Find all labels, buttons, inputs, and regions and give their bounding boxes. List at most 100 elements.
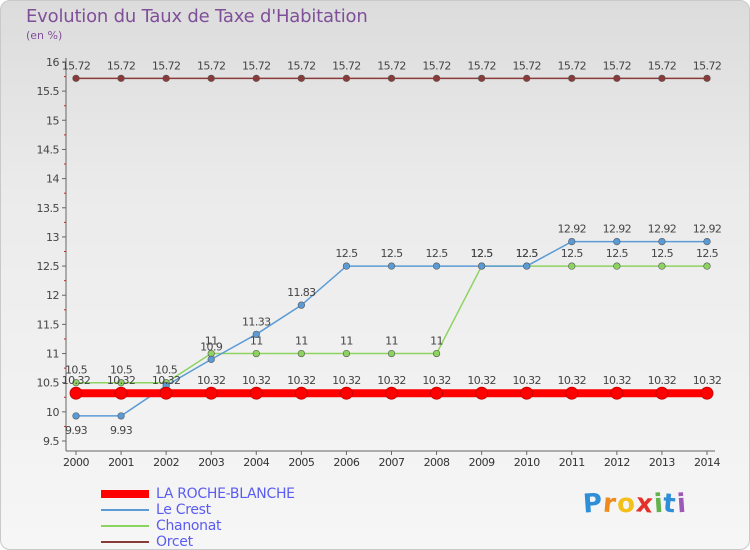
y-tick-label: 16	[46, 56, 59, 69]
data-label: 15.72	[648, 59, 677, 72]
data-point	[613, 237, 621, 246]
data-label: 12.5	[380, 247, 403, 260]
data-label: 10.32	[693, 374, 722, 387]
data-point	[568, 262, 576, 270]
legend-item: Orcet	[101, 534, 361, 549]
data-label: 15.72	[287, 59, 316, 72]
data-point	[385, 386, 398, 400]
series-la-roche-blanche	[69, 386, 714, 400]
data-point	[249, 386, 263, 400]
data-label: 12.5	[335, 247, 358, 260]
data-label: 10.32	[332, 374, 361, 387]
legend-label: Le Crest	[156, 502, 211, 518]
data-label: 10.5	[65, 364, 88, 377]
y-axis-unit: (en %)	[26, 29, 63, 42]
data-label: 15.72	[467, 59, 496, 72]
data-point	[523, 262, 531, 270]
data-label: 10.32	[197, 374, 226, 387]
y-tick-label: 11	[46, 348, 59, 361]
data-point	[655, 386, 669, 400]
data-point	[117, 379, 125, 387]
legend-label: LA ROCHE-BLANCHE	[156, 486, 295, 502]
data-label: 10.32	[242, 374, 271, 387]
data-label: 15.72	[242, 59, 271, 72]
data-point	[658, 262, 666, 270]
data-point	[703, 237, 711, 246]
data-label: 15.72	[558, 59, 587, 72]
data-point	[117, 74, 125, 82]
data-point	[252, 74, 260, 82]
y-tick-label: 15	[46, 114, 59, 127]
legend-item: Le Crest	[101, 502, 361, 518]
data-point	[478, 262, 486, 270]
data-point	[610, 386, 624, 400]
data-point	[703, 262, 711, 270]
data-point	[478, 74, 486, 82]
data-point	[72, 379, 80, 387]
data-label: 12.92	[693, 223, 722, 236]
data-label: 11	[385, 335, 398, 348]
data-label: 12.5	[651, 247, 674, 260]
data-point	[387, 262, 396, 270]
x-tick-label: 2011	[559, 456, 585, 469]
data-point	[207, 74, 215, 82]
data-label: 11	[340, 335, 353, 348]
logo-letter: i	[675, 488, 688, 520]
data-label: 15.72	[107, 59, 136, 72]
data-label: 15.72	[377, 59, 406, 72]
data-point	[342, 262, 351, 270]
data-point	[700, 386, 714, 400]
x-tick-label: 2004	[243, 456, 269, 469]
data-label: 12.92	[603, 223, 632, 236]
x-tick-label: 2000	[63, 456, 89, 469]
data-point	[252, 330, 260, 338]
y-tick-label: 10.5	[37, 377, 60, 390]
data-point	[523, 74, 531, 82]
y-tick-label: 15.5	[37, 85, 60, 98]
x-tick-label: 2003	[198, 456, 224, 469]
data-point	[613, 262, 621, 270]
data-label: 10.9	[200, 340, 223, 353]
data-label: 12.92	[648, 223, 677, 236]
logo-letter: P	[581, 488, 605, 520]
data-label: 10.32	[512, 374, 541, 387]
data-point	[207, 355, 215, 363]
legend-item: Chanonat	[101, 518, 361, 534]
data-point	[430, 386, 443, 400]
data-label: 11	[430, 335, 443, 348]
data-point	[117, 412, 125, 420]
data-label: 9.93	[110, 424, 133, 437]
x-tick-label: 2007	[379, 456, 405, 469]
data-label: 15.72	[62, 59, 91, 72]
data-point	[658, 74, 666, 82]
data-point	[658, 237, 666, 246]
data-point	[159, 386, 173, 400]
legend-swatch	[101, 541, 149, 543]
data-label: 10.32	[467, 374, 496, 387]
data-label: 15.72	[197, 59, 226, 72]
data-label: 11	[250, 335, 263, 348]
data-label: 15.72	[152, 59, 181, 72]
data-point	[703, 74, 711, 82]
data-point	[204, 386, 218, 400]
data-point	[294, 386, 308, 400]
data-label: 10.32	[603, 374, 632, 387]
data-label: 15.72	[693, 59, 722, 72]
data-label: 12.5	[606, 247, 629, 260]
x-tick-label: 2012	[604, 456, 630, 469]
data-label: 10.32	[287, 374, 316, 387]
data-point	[432, 262, 441, 270]
data-label: 12.5	[426, 247, 449, 260]
x-tick-label: 2006	[333, 456, 359, 469]
proxiti-logo: Proxiti	[581, 488, 688, 520]
x-tick-label: 2008	[424, 456, 450, 469]
logo-letter: o	[615, 488, 637, 520]
data-point	[162, 74, 170, 82]
legend-label: Chanonat	[156, 518, 222, 534]
data-label: 12.5	[471, 247, 494, 260]
legend-swatch	[101, 509, 149, 511]
data-label: 11.33	[242, 315, 271, 328]
data-label: 10.32	[377, 374, 406, 387]
data-label: 9.93	[65, 424, 88, 437]
